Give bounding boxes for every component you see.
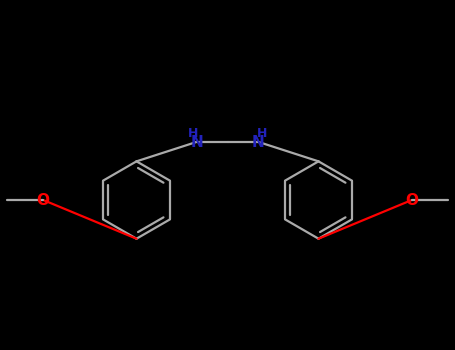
Text: O: O <box>405 193 418 208</box>
Text: H: H <box>188 127 198 140</box>
Text: H: H <box>257 127 267 140</box>
Text: O: O <box>37 193 50 208</box>
Text: N: N <box>190 135 203 150</box>
Text: N: N <box>252 135 265 150</box>
